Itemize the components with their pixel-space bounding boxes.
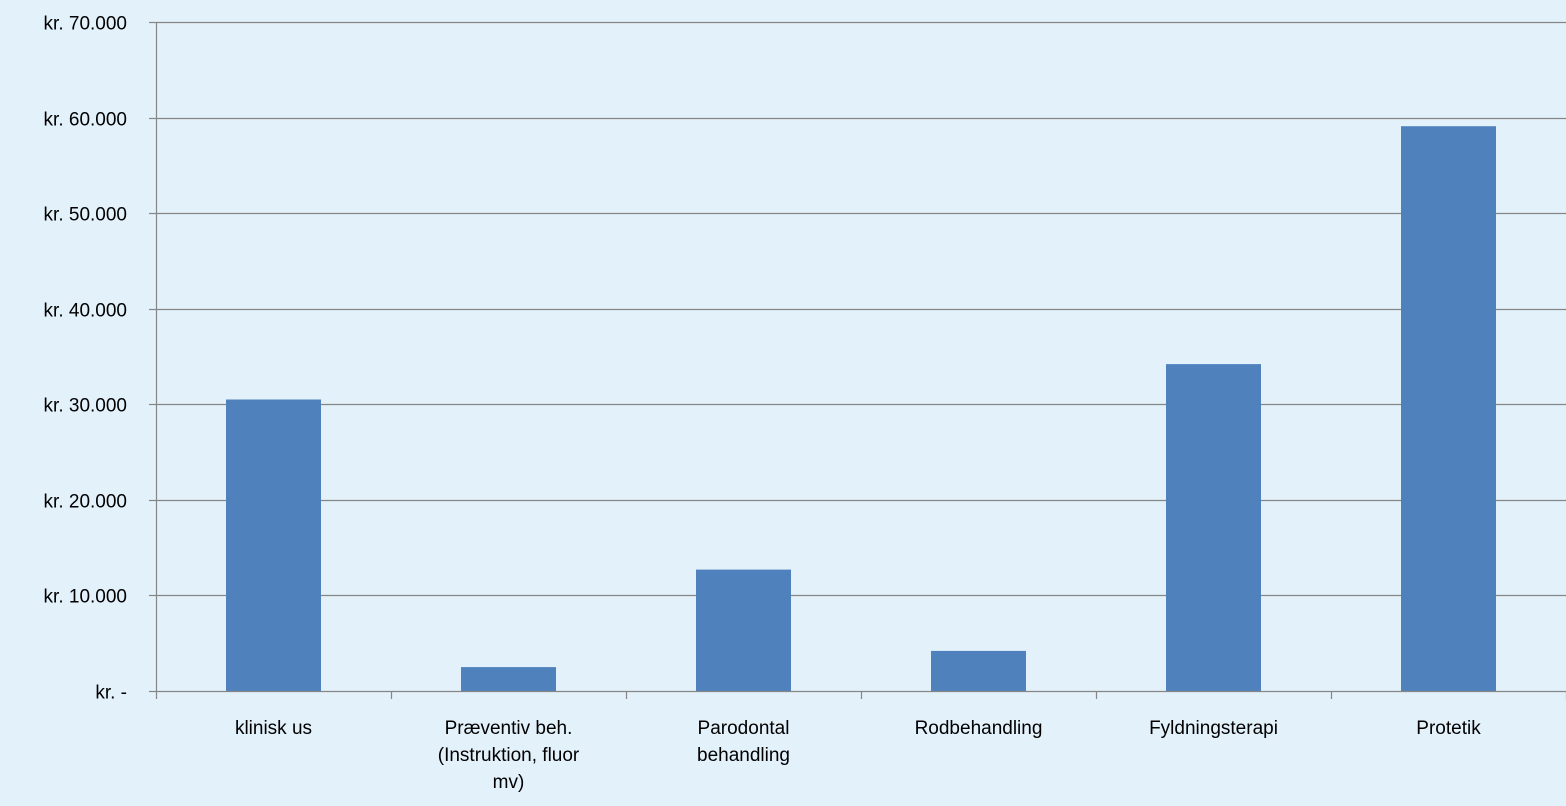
y-tick-label: kr. 70.000: [44, 14, 127, 35]
bar-0: [226, 399, 321, 691]
x-category-label-line: Rodbehandling: [915, 718, 1043, 739]
y-tick-label: kr. 10.000: [44, 587, 127, 608]
axes: [149, 21, 1566, 699]
y-tick-label: kr. 40.000: [44, 301, 127, 322]
x-category-label-line: mv): [493, 772, 525, 793]
y-tick-label: kr. 50.000: [44, 205, 127, 226]
x-axis-category-labels: klinisk us Præventiv beh. (Instruktion, fl…: [235, 718, 1481, 793]
x-category-label: Fyldningsterapi: [1149, 718, 1278, 739]
y-tick-label: kr. -: [95, 683, 127, 704]
x-category-label-line: Fyldningsterapi: [1149, 718, 1278, 739]
bar-5: [1401, 126, 1496, 691]
bars: [226, 126, 1496, 691]
x-category-label-line: behandling: [697, 745, 790, 766]
bar-1: [461, 667, 556, 691]
x-category-label-line: klinisk us: [235, 718, 312, 739]
x-category-label: Rodbehandling: [915, 718, 1043, 739]
x-category-label-line: Parodontal: [698, 718, 790, 739]
x-category-label: Præventiv beh. (Instruktion, fluor mv): [438, 718, 580, 793]
y-tick-label: kr. 60.000: [44, 110, 127, 131]
gridlines: [156, 21, 1566, 597]
x-category-label-line: Præventiv beh.: [445, 718, 573, 739]
x-category-label: Protetik: [1416, 718, 1481, 739]
x-category-label: Parodontal behandling: [697, 718, 790, 766]
bar-3: [931, 650, 1026, 691]
x-category-label-line: Protetik: [1416, 718, 1481, 739]
x-category-label: klinisk us: [235, 718, 312, 739]
y-tick-label: kr. 20.000: [44, 492, 127, 513]
y-axis-tick-labels: kr. - kr. 10.000 kr. 20.000 kr. 30.000 kr. 4…: [44, 14, 127, 704]
bar-2: [696, 569, 791, 691]
x-category-label-line: (Instruktion, fluor: [438, 745, 580, 766]
y-tick-label: kr. 30.000: [44, 396, 127, 417]
bar-4: [1166, 364, 1261, 691]
